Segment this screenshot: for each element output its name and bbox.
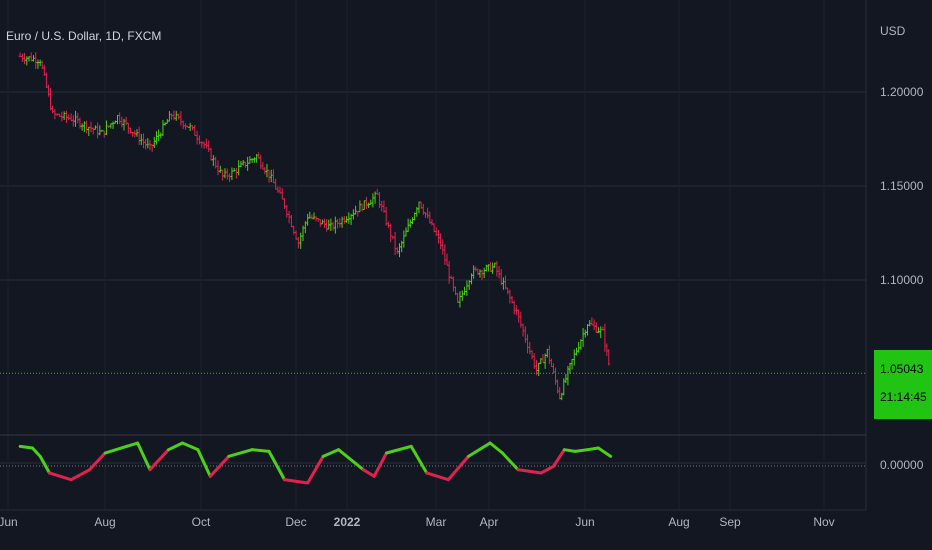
osc-segment [425,471,450,482]
osc-segment [282,478,310,485]
osc-segment [488,441,504,455]
osc-segment [337,448,365,472]
osc-segment [321,448,341,458]
osc-segment [47,471,73,482]
last-price-value: 1.05043 [880,362,924,376]
osc-segment [38,454,51,475]
osc-tick-label: 0.00000 [880,458,924,472]
price-tick-label: 1.10000 [880,273,924,287]
time-tick-label: 2022 [334,515,361,529]
grid-lines [0,0,866,510]
osc-segment [208,454,231,478]
last-price-badge: 1.05043 21:14:45 [874,350,932,419]
time-tick-label: Sep [719,515,741,529]
osc-segment [136,441,152,472]
osc-segment [167,441,184,452]
countdown-timer: 21:14:45 [880,390,927,404]
osc-segment [125,441,140,448]
price-axis-labels: 1.20000 1.15000 1.10000 0.00000 [880,85,924,472]
time-tick-label: Aug [668,515,689,529]
osc-segment [446,454,470,482]
osc-segment [103,444,129,455]
osc-segment [539,464,555,475]
osc-segment [385,444,413,455]
ohlc-bar[interactable] [607,349,611,366]
osc-segment [180,441,200,452]
osc-segment [466,441,492,458]
price-tick-label: 1.20000 [880,85,924,99]
osc-segment [562,448,577,453]
osc-segment [573,448,589,453]
time-axis-labels: Jun Aug Oct Dec 2022 Mar Apr Jun Aug Sep Nov [0,515,835,529]
osc-segment [18,444,34,450]
osc-segment [306,454,325,485]
osc-segment [148,448,171,472]
time-tick-label: Nov [813,515,834,529]
time-tick-label: Oct [192,515,211,529]
price-tick-label: 1.15000 [880,179,924,193]
osc-segment [500,451,520,472]
osc-segment [69,468,92,482]
osc-segment [30,446,42,458]
osc-segment [361,468,376,478]
oscillator-line[interactable] [18,441,613,485]
osc-segment [551,448,566,468]
osc-segment [88,451,107,472]
osc-segment [586,446,600,452]
osc-segment [250,448,271,453]
currency-label[interactable]: USD [880,24,906,38]
osc-segment [516,468,543,475]
osc-segment [196,448,212,478]
ohlc-bars[interactable] [18,52,611,401]
osc-segment [227,448,254,458]
osc-segment [596,446,613,458]
time-tick-label: Aug [94,515,115,529]
time-tick-label: Jun [0,515,18,529]
osc-segment [409,444,429,475]
symbol-title[interactable]: Euro / U.S. Dollar, 1D, FXCM [6,29,161,43]
time-tick-label: Mar [426,515,447,529]
osc-segment [372,451,389,478]
time-tick-label: Dec [285,515,306,529]
time-tick-label: Jun [575,515,594,529]
time-tick-label: Apr [480,515,499,529]
osc-segment [267,449,286,482]
price-badge-bg [874,350,932,419]
